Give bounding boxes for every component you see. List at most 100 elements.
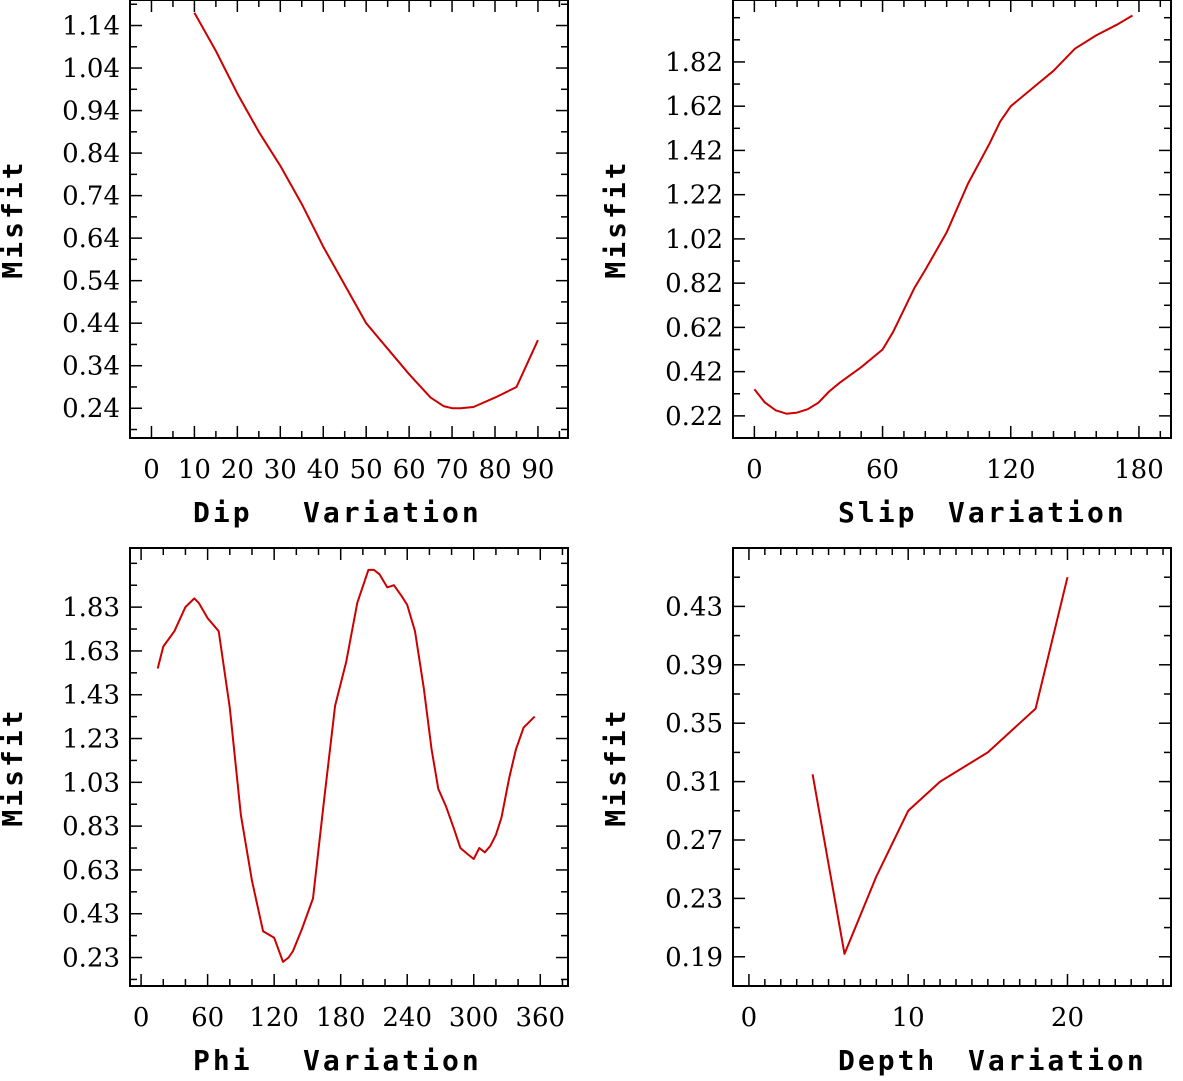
phi-ytick-label: 0.63 [62,856,120,886]
dip-ytick-label: 1.14 [62,12,120,42]
slip-data-point [914,287,916,289]
phi-data-point [393,584,395,586]
dip-data-point [301,203,303,205]
dip-data-point [322,246,324,248]
dip-ylabel: Misfit [0,159,29,278]
dip-data-point [279,165,281,167]
slip-ylabel: Misfit [599,159,632,278]
phi-data-point [207,617,209,619]
phi-data-point [431,748,433,750]
phi-ytick-label: 0.83 [62,812,120,842]
phi-ytick-label: 0.43 [62,900,120,930]
slip-ytick-label: 1.82 [665,48,723,78]
dip-xtick-label: 50 [350,455,383,485]
slip-data-point [924,269,926,271]
dip-plot-frame [129,0,569,439]
dip-xtick-label: 30 [264,455,297,485]
phi-data-point [478,847,480,849]
phi-data-point [273,937,275,939]
phi-data-point [495,834,497,836]
phi-data-point [157,667,159,669]
phi-data-point [373,569,375,571]
phi-xtick-label: 300 [449,1003,499,1033]
phi-xtick-label: 180 [316,1003,366,1033]
depth-ytick-label: 0.31 [665,768,723,798]
dip-ytick-label: 0.94 [62,97,120,127]
slip-ytick-label: 0.62 [665,313,723,343]
depth-misfit-line [811,576,1069,955]
slip-data-point [1010,105,1012,107]
dip-panel: 0.24 0.34 0.44 0.54 0.64 0.74 0.84 0.94 1.04 1.14… [0,0,569,529]
phi-xtick-label: 120 [249,1003,299,1033]
phi-data-point [323,799,325,801]
depth-ytick-label: 0.39 [665,651,723,681]
slip-data-point [1031,87,1033,89]
dip-data-point [494,397,496,399]
slip-data-point [839,382,841,384]
phi-data-point [312,897,314,899]
slip-data-point [1117,23,1119,25]
dip-xtick-label: 10 [178,455,211,485]
phi-xtick-label: 240 [382,1003,432,1033]
dip-xtick-label: 40 [307,455,340,485]
phi-data-point [173,630,175,632]
slip-ytick-label: 0.22 [665,402,723,432]
dip-xlabel-name: Dip [193,496,253,529]
depth-xtick-label: 0 [741,1003,758,1033]
depth-ytick-label: 0.27 [665,826,723,856]
slip-ytick-label: 1.22 [665,181,723,211]
slip-data-point [1074,48,1076,50]
phi-data-point [198,602,200,604]
dip-data-point [515,386,517,388]
phi-data-point [334,705,336,707]
dip-xtick-label: 80 [478,455,511,485]
slip-xtick-label: 0 [746,455,763,485]
phi-data-point [445,805,447,807]
slip-data-point [1095,34,1097,36]
dip-xtick-label: 70 [436,455,469,485]
depth-xlabel-variation: Variation [968,1044,1147,1076]
dip-xtick-label: 60 [393,455,426,485]
dip-data-point [258,131,260,133]
phi-xtick-label: 0 [133,1003,150,1033]
depth-data-point [1035,708,1037,710]
phi-data-point [356,602,358,604]
slip-ytick-label: 1.62 [665,92,723,122]
depth-ytick-label: 0.43 [665,592,723,622]
phi-ytick-label: 0.23 [62,944,120,974]
depth-xtick-label: 10 [892,1003,925,1033]
phi-data-point [162,646,164,648]
dip-data-point [451,407,453,409]
slip-data-point [1132,14,1134,16]
phi-ylabel: Misfit [0,707,29,826]
slip-xtick-label: 180 [1114,455,1164,485]
depth-plot-frame [732,547,1172,987]
phi-misfit-line [156,568,536,963]
phi-panel: 0.23 0.43 0.63 0.83 1.03 1.23 1.43 1.63 1.83 0 60 1… [0,547,569,1077]
dip-ytick-label: 0.44 [62,309,120,339]
slip-data-point [882,349,884,351]
slip-data-point [817,402,819,404]
dip-ytick-label: 0.84 [62,139,120,169]
phi-ytick-label: 1.03 [62,768,120,798]
slip-data-point [764,402,766,404]
slip-xtick-label: 60 [866,455,899,485]
phi-data-point [251,880,253,882]
slip-data-point [796,412,798,414]
phi-data-point [484,851,486,853]
slip-data-point [999,121,1001,123]
dip-ytick-label: 0.34 [62,352,120,382]
dip-misfit-line [193,12,539,410]
dip-data-point [193,12,195,14]
phi-ytick-label: 1.63 [62,637,120,667]
depth-xlabel-name: Depth [838,1044,937,1076]
phi-data-point [229,707,231,709]
phi-data-point [423,687,425,689]
phi-data-point [378,573,380,575]
depth-data-point [843,953,845,955]
dip-data-point [460,407,462,409]
dip-data-point [365,322,367,324]
depth-data-point [875,876,877,878]
